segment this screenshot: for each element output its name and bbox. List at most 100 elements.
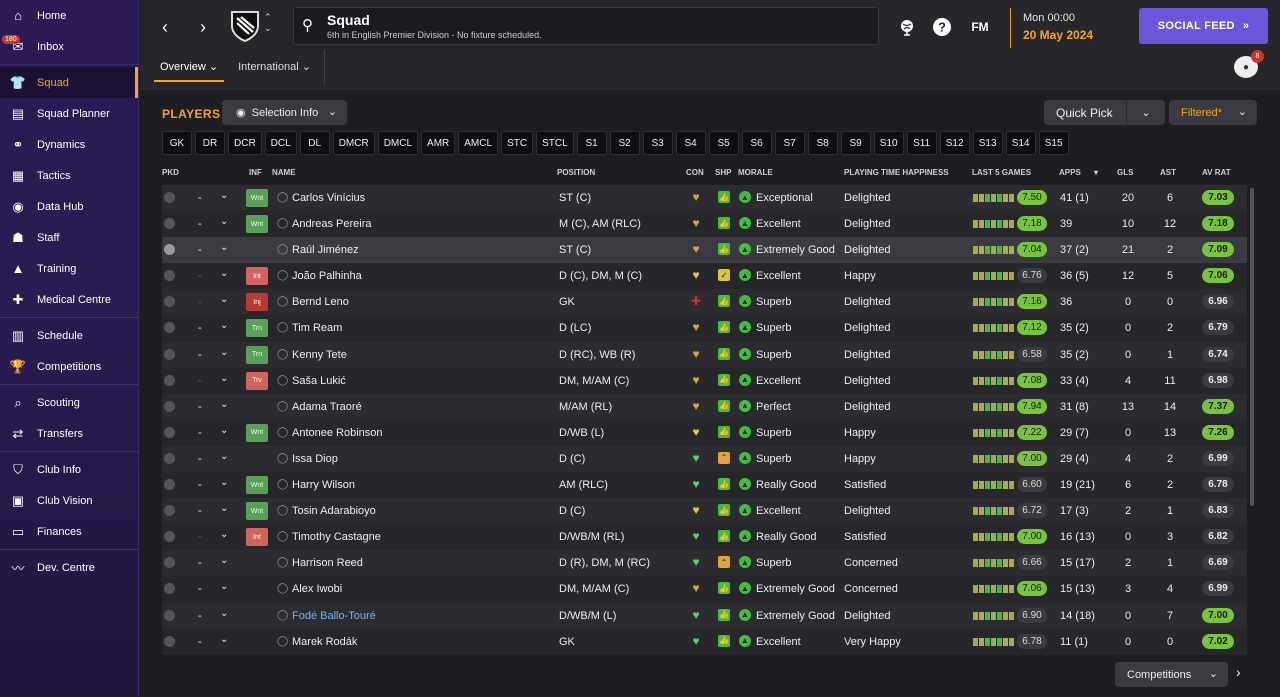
info-badge[interactable]: Trn (246, 345, 268, 364)
position-filter-s7[interactable]: S7 (774, 131, 805, 155)
club-crest-icon[interactable] (230, 10, 260, 42)
chevron-down-icon[interactable]: ⌄ (220, 216, 229, 228)
selection-info-button[interactable]: ◉ Selection Info ⌄ (222, 100, 347, 125)
position-filter-amr[interactable]: AMR (421, 131, 456, 155)
col-morale[interactable]: MORALE (738, 168, 773, 177)
info-badge[interactable]: Wnt (246, 476, 268, 495)
player-name[interactable]: Issa Diop (292, 452, 338, 465)
sidebar-item-transfers[interactable]: ⇄ Transfers (0, 418, 138, 449)
player-name[interactable]: Saša Lukić (292, 374, 346, 387)
col-position[interactable]: POSITION (557, 168, 596, 177)
player-name[interactable]: Carlos Vinícius (292, 192, 366, 204)
position-filter-dmcr[interactable]: DMCR (332, 131, 375, 155)
fm-logo-icon[interactable]: FM (971, 20, 989, 34)
position-filter-s5[interactable]: S5 (708, 131, 739, 155)
chevron-down-icon[interactable]: ⌄ (220, 346, 229, 358)
table-row[interactable]: - ⌄ Trv ◯ Saša Lukić DM, M/AM (C) ♥ 👍 ▲ Excellent… (162, 367, 1247, 394)
info-badge[interactable]: Wnt (246, 189, 268, 207)
position-filter-s2[interactable]: S2 (609, 131, 640, 155)
col-name[interactable]: NAME (272, 168, 296, 177)
col-gls[interactable]: GLS (1117, 168, 1134, 177)
sidebar-item-club-vision[interactable]: ▣ Club Vision (0, 485, 138, 516)
sidebar-item-dynamics[interactable]: ⚭ Dynamics (0, 129, 138, 160)
position-filter-s14[interactable]: S14 (1005, 131, 1036, 155)
pick-checkbox[interactable] (164, 296, 175, 308)
table-row[interactable]: - ⌄ ◯ Marek Rodák GK ♥ 👍 ▲ Excellent Very Happy 6.… (162, 628, 1247, 655)
pick-checkbox[interactable] (164, 374, 175, 386)
pick-checkbox[interactable] (164, 218, 175, 230)
competitions-dropdown[interactable]: Competitions ⌄ (1115, 662, 1228, 687)
position-filter-s11[interactable]: S11 (906, 131, 937, 155)
position-filter-s9[interactable]: S9 (840, 131, 871, 155)
sidebar-item-squad[interactable]: 👕 Squad (0, 67, 138, 98)
globe-icon[interactable] (896, 16, 918, 38)
pick-checkbox[interactable] (164, 348, 175, 360)
table-row[interactable]: - ⌄ Wnt ◯ Tosin Adarabioyo D (C) ♥ 👍 ▲ Excellent D… (162, 498, 1247, 525)
player-name[interactable]: Raúl Jiménez (292, 244, 359, 257)
player-name[interactable]: Harrison Reed (292, 557, 363, 570)
position-filter-dr[interactable]: DR (195, 131, 225, 155)
pick-checkbox[interactable] (164, 192, 175, 203)
pick-checkbox[interactable] (164, 531, 175, 543)
chevron-down-icon[interactable]: ⌄ (220, 190, 229, 201)
back-arrow-icon[interactable]: ‹ (162, 16, 168, 37)
player-name[interactable]: Timothy Castagne (292, 531, 381, 544)
position-filter-s12[interactable]: S12 (939, 131, 970, 155)
col-ast[interactable]: AST (1160, 168, 1176, 177)
sidebar-item-home[interactable]: ⌂ Home (0, 0, 138, 31)
table-row[interactable]: - ⌄ ◯ Raúl Jiménez ST (C) ♥ 👍 ▲ Extremely Good De… (162, 237, 1247, 264)
player-name[interactable]: João Palhinha (292, 270, 362, 283)
chevron-down-icon[interactable]: ⌄ (220, 581, 229, 593)
table-row[interactable]: - ⌄ Wnt ◯ Antonee Robinson D/WB (L) ♥ 👍 ▲ Superb H… (162, 419, 1247, 446)
info-badge[interactable]: Int (246, 267, 268, 286)
pick-checkbox[interactable] (164, 270, 175, 282)
col-con[interactable]: CON (686, 168, 704, 177)
scrollbar[interactable] (1250, 188, 1254, 506)
table-row[interactable]: - ⌄ ◯ Alex Iwobi DM, M/AM (C) ♥ 👍 ▲ Extremely Go… (162, 576, 1247, 603)
pick-checkbox[interactable] (164, 244, 175, 256)
tab-international[interactable]: International ⌄ (232, 54, 317, 82)
position-filter-s6[interactable]: S6 (741, 131, 772, 155)
pick-checkbox[interactable] (164, 635, 175, 647)
chevron-down-icon[interactable]: ⌄ (220, 555, 229, 567)
table-row[interactable]: - ⌄ ◯ Harrison Reed D (R), DM, M (RC) ♥ ⌃ ▲ Supe… (162, 550, 1247, 577)
sidebar-item-training[interactable]: ▲ Training (0, 253, 138, 284)
position-filter-s3[interactable]: S3 (642, 131, 673, 155)
sidebar-item-squad-planner[interactable]: ▤ Squad Planner (0, 98, 138, 129)
social-feed-button[interactable]: SOCIAL FEED » (1139, 8, 1268, 44)
chevron-down-icon[interactable]: ⌄ (220, 503, 229, 515)
table-row[interactable]: - ⌄ Wnt ◯ Andreas Pereira M (C), AM (RLC) ♥ 👍 ▲ E… (162, 211, 1247, 238)
info-badge[interactable]: Wnt (246, 215, 268, 234)
position-filter-dl[interactable]: DL (299, 131, 330, 155)
player-name[interactable]: Adama Traoré (292, 400, 362, 413)
position-filter-dcr[interactable]: DCR (228, 131, 262, 155)
sidebar-item-scouting[interactable]: ⌕ Scouting (0, 387, 138, 418)
quick-pick-button[interactable]: Quick Pick (1044, 100, 1165, 125)
chevron-down-icon[interactable]: ⌄ (220, 477, 229, 489)
info-badge[interactable]: Wnt (246, 502, 268, 521)
info-badge[interactable]: Inj (246, 293, 268, 312)
chevron-right-icon[interactable]: › (1236, 664, 1241, 680)
position-filter-s13[interactable]: S13 (972, 131, 1003, 155)
pick-checkbox[interactable] (164, 452, 175, 464)
player-name[interactable]: Bernd Leno (292, 296, 349, 309)
sidebar-item-competitions[interactable]: 🏆 Competitions (0, 351, 138, 382)
people-icon[interactable]: ● 8 (1234, 50, 1264, 78)
col-pkd[interactable]: PKD (162, 168, 179, 177)
col-shp[interactable]: SHP (715, 168, 732, 177)
sidebar-item-finances[interactable]: ▭ Finances (0, 516, 138, 547)
sidebar-item-club-info[interactable]: ⛉ Club Info (0, 454, 138, 485)
pick-checkbox[interactable] (164, 322, 175, 334)
forward-arrow-icon[interactable]: › (200, 16, 206, 37)
sidebar-item-dev-centre[interactable]: 〰 Dev. Centre (0, 552, 138, 583)
position-filter-dcl[interactable]: DCL (264, 131, 297, 155)
col-inf[interactable]: INF (249, 168, 262, 177)
chevron-down-icon[interactable]: ⌄ (220, 633, 229, 645)
info-badge[interactable]: Trn (246, 319, 268, 338)
table-row[interactable]: - ⌄ Inj ◯ Bernd Leno GK ✚ 👍 ▲ Superb Delighted 7.16… (162, 289, 1247, 316)
col-apps[interactable]: APPS (1059, 168, 1081, 177)
col-avrat[interactable]: AV RAT (1202, 168, 1231, 177)
table-row[interactable]: - ⌄ ◯ Issa Diop D (C) ♥ ⌃ ▲ Superb Happy 7.00 29 (4… (162, 445, 1247, 473)
table-row[interactable]: - ⌄ Trn ◯ Tim Ream D (LC) ♥ 👍 ▲ Superb Delighted 7.… (162, 315, 1247, 342)
player-name[interactable]: Fodé Ballo-Touré (292, 609, 376, 622)
